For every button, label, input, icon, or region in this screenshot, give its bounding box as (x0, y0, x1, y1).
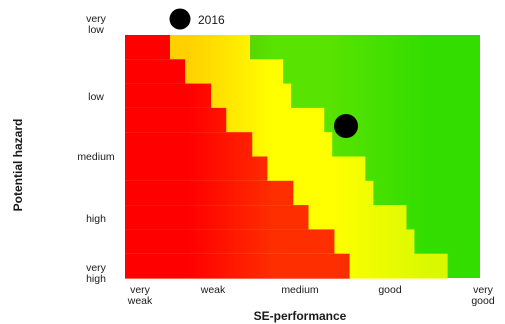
x-axis-tick-labels: very weak weak medium good very good (127, 284, 495, 307)
data-point-2016 (334, 114, 358, 138)
y-tick-label: high (86, 213, 106, 225)
y-axis-tick-labels: very low low medium high very high (77, 13, 115, 285)
y-tick-label: very low (86, 13, 107, 36)
y-axis-title: Potential hazard (11, 119, 25, 212)
y-tick-label: medium (77, 151, 115, 163)
x-tick-label: very weak (127, 284, 153, 307)
legend-marker-2016 (169, 8, 191, 30)
legend: 2016 (169, 8, 225, 30)
x-tick-label: medium (281, 284, 319, 296)
x-tick-label: weak (200, 284, 226, 296)
y-tick-label: very high (86, 262, 107, 285)
data-points (334, 114, 358, 138)
x-axis-title: SE-performance (254, 309, 347, 323)
legend-label-2016: 2016 (198, 13, 225, 27)
heatmap-plot-area (125, 35, 480, 279)
x-tick-label: very good (471, 284, 495, 307)
y-tick-label: low (88, 91, 104, 103)
x-tick-label: good (378, 284, 402, 296)
zone-blend (125, 35, 480, 278)
